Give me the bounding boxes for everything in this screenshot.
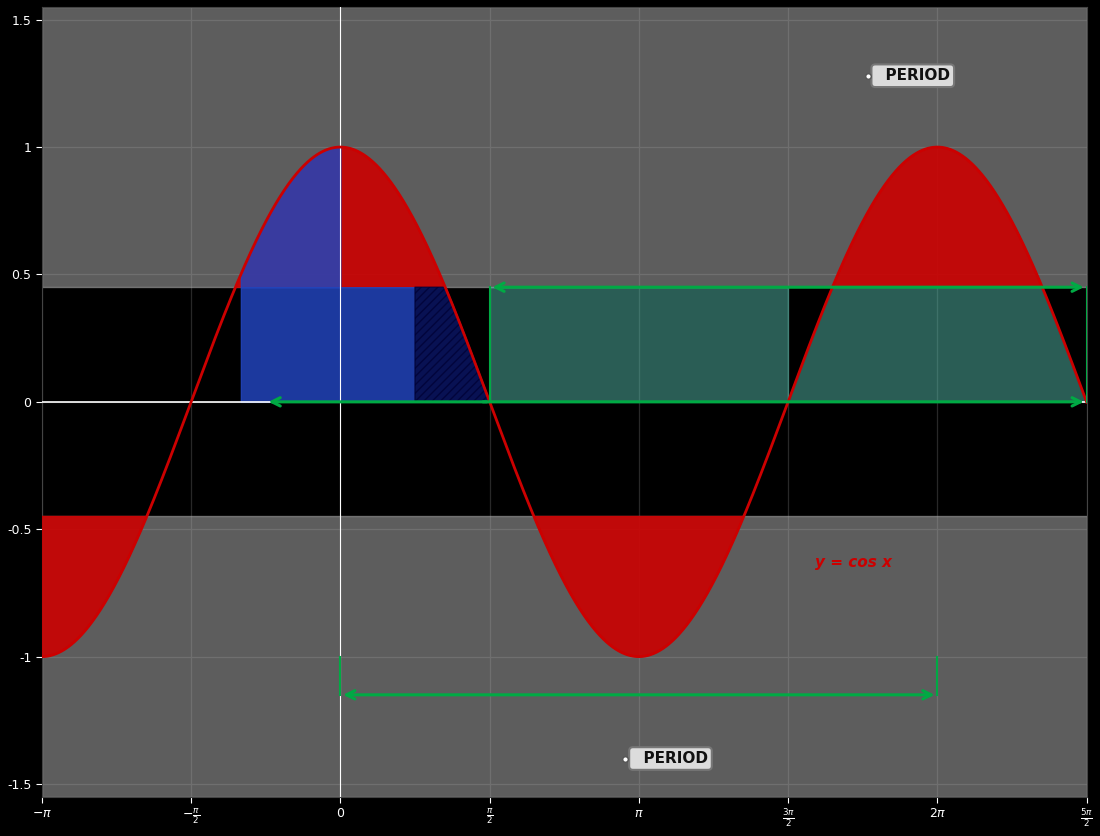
Text: y = cos x: y = cos x xyxy=(815,555,892,570)
Text: PERIOD: PERIOD xyxy=(876,69,950,84)
Bar xyxy=(42,517,1087,797)
Bar xyxy=(42,7,1087,288)
Text: PERIOD: PERIOD xyxy=(632,751,708,766)
